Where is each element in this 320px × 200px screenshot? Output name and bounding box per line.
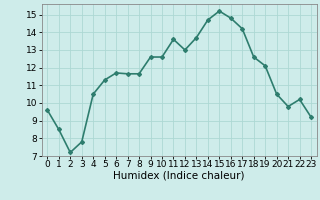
X-axis label: Humidex (Indice chaleur): Humidex (Indice chaleur) [114,171,245,181]
